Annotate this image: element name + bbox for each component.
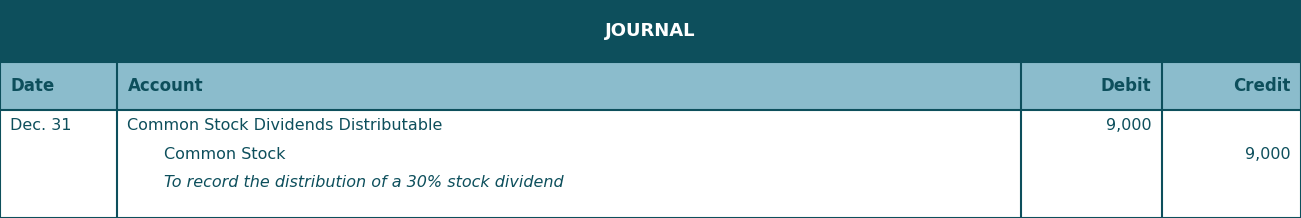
- Text: Date: Date: [10, 77, 55, 95]
- Bar: [0, 110, 1301, 218]
- Bar: [0, 0, 1301, 62]
- Text: JOURNAL: JOURNAL: [605, 22, 696, 40]
- Text: 9,000: 9,000: [1106, 118, 1151, 133]
- Text: Common Stock Dividends Distributable: Common Stock Dividends Distributable: [127, 118, 442, 133]
- Text: Common Stock: Common Stock: [164, 147, 285, 162]
- Text: Credit: Credit: [1233, 77, 1291, 95]
- Text: 9,000: 9,000: [1245, 147, 1291, 162]
- Text: Account: Account: [127, 77, 203, 95]
- Text: Dec. 31: Dec. 31: [10, 118, 72, 133]
- Bar: [0, 62, 1301, 110]
- Text: Debit: Debit: [1101, 77, 1151, 95]
- Text: To record the distribution of a 30% stock dividend: To record the distribution of a 30% stoc…: [164, 175, 563, 190]
